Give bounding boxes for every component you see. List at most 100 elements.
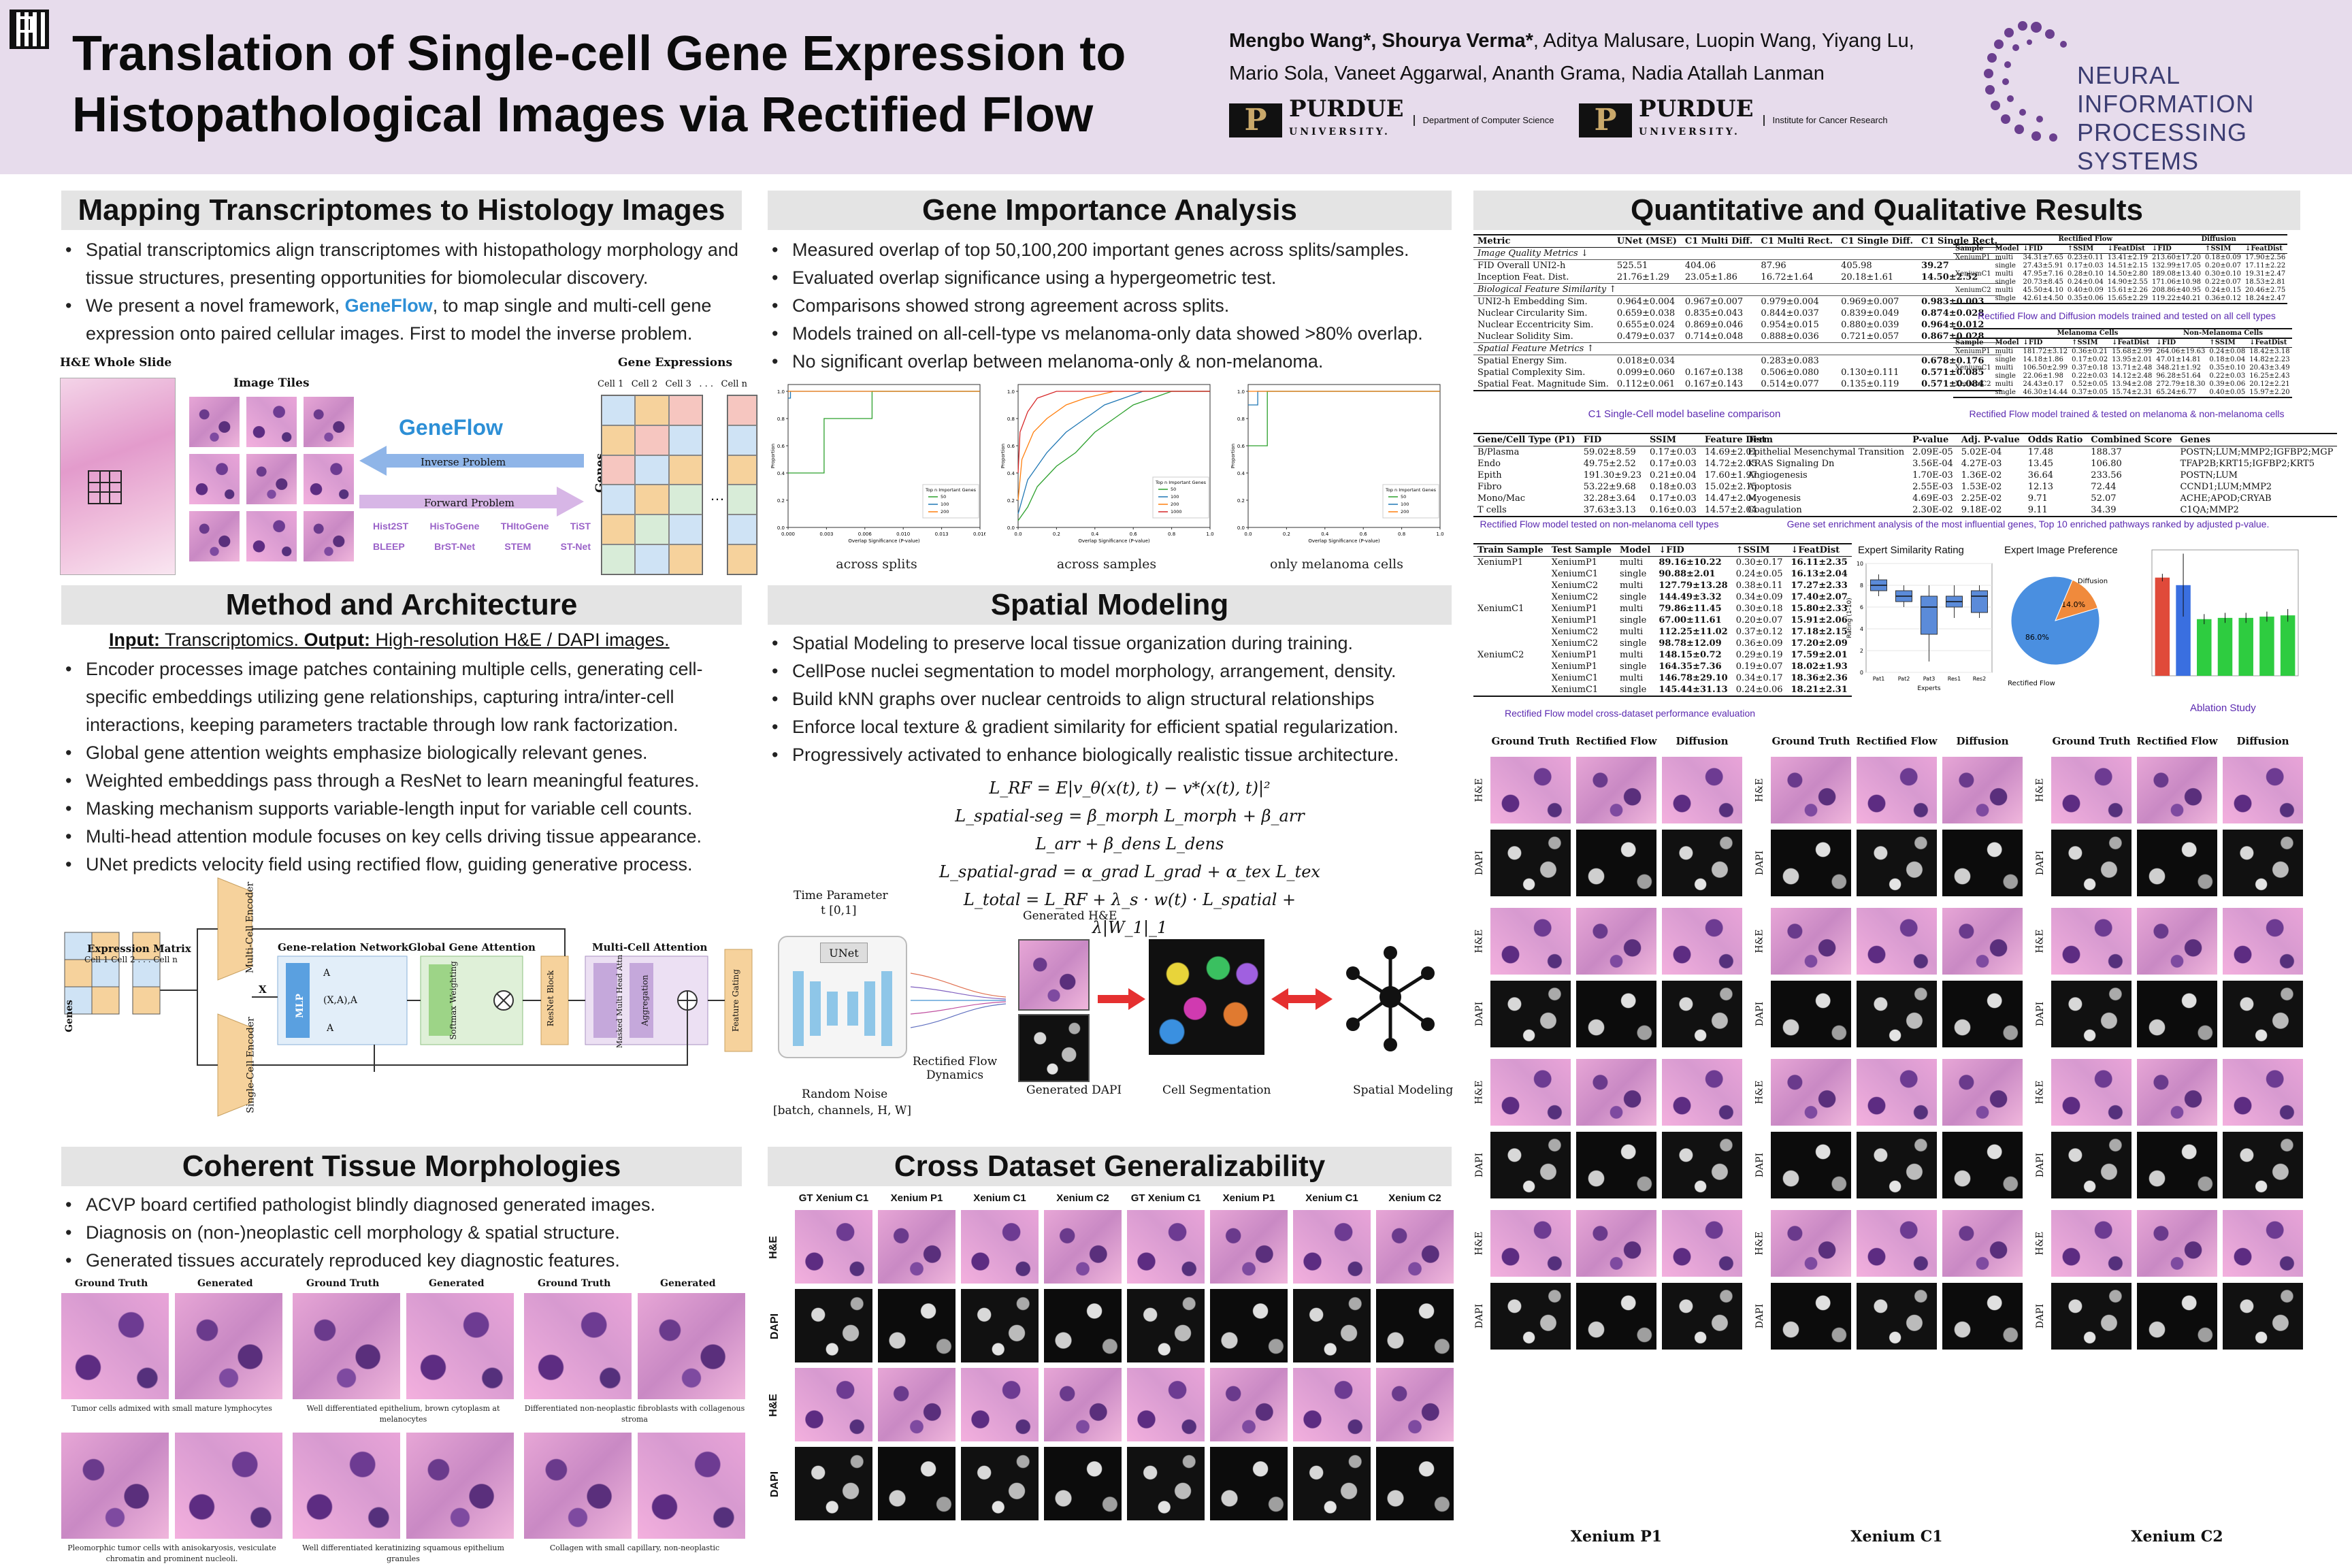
legend-box	[1152, 476, 1209, 519]
qual-tile	[1941, 979, 2024, 1049]
table-cell: 17.59±2.01	[1791, 650, 1848, 660]
ground-truth-tile	[60, 1292, 170, 1401]
qual-panel-name: Xenium C1	[1850, 1528, 1943, 1546]
qual-row-label: H&E	[2034, 1080, 2046, 1105]
x-tick-label: 0.010	[896, 532, 910, 537]
qual-tile	[1575, 906, 1658, 976]
baseline-table-caption: C1 Single-Cell model baseline comparison	[1588, 408, 1781, 420]
table-cell: XeniumC2	[1551, 592, 1599, 602]
y-tick-label: 1.0	[777, 389, 785, 395]
table-cell: 0.17±0.02	[2072, 356, 2108, 363]
table-cell: 0.167±0.143	[1680, 378, 1757, 391]
cross-tile	[1292, 1288, 1372, 1364]
table-cell: multi	[1995, 254, 2013, 261]
table-row: Epith 191.30±9.23 0.21±0.04 17.60±1.97	[1473, 470, 1770, 481]
table-cell: 0.17±0.03	[1650, 459, 1697, 469]
table-cell: 2.25E-02	[1961, 493, 2002, 504]
table-header: ↓FID	[1654, 543, 1732, 557]
table-cell: 21.76±1.29	[1616, 272, 1669, 282]
x-tick-label: 0.4	[1321, 532, 1329, 537]
table-header: ↓FID	[2021, 338, 2070, 348]
table-cell: 0.18±0.09	[2205, 254, 2241, 261]
table-cell: XeniumP1	[1551, 650, 1597, 660]
spatial-bullet: Spatial Modeling to preserve local tissu…	[768, 630, 1458, 657]
ground-truth-tile	[523, 1292, 633, 1401]
cross-tile	[1043, 1288, 1123, 1364]
y-axis-label: Proportion	[1230, 444, 1236, 468]
qual-row-label: DAPI	[1754, 1152, 1766, 1178]
qual-tile	[2221, 828, 2304, 898]
table-cell: 0.19±0.07	[1735, 662, 1783, 672]
x-tick-label: 1.0	[1436, 532, 1443, 537]
y-tick-label: 10	[1857, 561, 1863, 567]
ablation-bar	[2280, 615, 2296, 676]
table-row: UNI2-h Embedding Sim. 0.964±0.004 0.967±0.…	[1473, 296, 2002, 308]
table-cell: 17.11±2.22	[2244, 262, 2286, 270]
table-header: Odds Ratio	[2023, 433, 2087, 446]
equation-spatial-seg: L_spatial-seg = β_morph L_morph + β_arr …	[955, 806, 1305, 853]
table-group-header: Melanoma Cells	[2021, 328, 2155, 339]
table-cell: 213.60±17.20	[2152, 254, 2202, 261]
cross-tile	[1375, 1367, 1455, 1443]
qual-row-label: H&E	[1754, 1231, 1765, 1256]
qual-row-label: DAPI	[1474, 850, 1486, 876]
table-cell: single	[1995, 262, 2016, 270]
table-cell: 34.31±7.65	[2023, 254, 2063, 261]
table-cell: XeniumP1	[1551, 604, 1597, 614]
table-cell: 0.40±0.05	[2207, 389, 2248, 398]
gene-expression-grid	[601, 395, 703, 575]
table-cell: 233.56	[2091, 470, 2122, 480]
table-row: XeniumP1 multi 34.31±7.65 0.23±0.11 13.41±2.…	[1953, 254, 2287, 263]
table-cell: 148.15±0.72	[1659, 650, 1722, 660]
table-cell	[1473, 684, 1548, 697]
table-cell	[1681, 355, 1757, 368]
table-cell: 18.36±2.36	[1791, 673, 1848, 683]
gene-cell	[635, 425, 669, 455]
table-header: ↑SSIM	[2070, 338, 2110, 348]
gene-cell	[635, 455, 669, 485]
table-cell: 106.50±2.99	[2023, 364, 2068, 372]
generated-tile	[405, 1431, 515, 1540]
qual-tile	[2221, 1281, 2304, 1351]
legend-box	[922, 484, 979, 519]
qual-tile	[1575, 1130, 1658, 1200]
table-cell: 14.90±2.55	[2107, 278, 2149, 286]
table-row: XeniumP1 multi 181.72±3.12 0.36±0.21 15.68±2…	[1953, 348, 2292, 357]
table-row: Nuclear Solidity Sim. 0.479±0.037 0.714±0.…	[1473, 331, 2002, 343]
table-cell: 272.79±18.30	[2156, 380, 2206, 388]
x-tick-label: 0.8	[1168, 532, 1175, 537]
table-header: P-value	[1908, 433, 1957, 446]
qr-code-icon[interactable]	[10, 10, 49, 49]
qual-row-label: H&E	[1754, 778, 1765, 802]
purdue-p-icon: P	[1229, 103, 1282, 137]
table-header: Combined Score	[2087, 433, 2176, 446]
section-title-mapping: Mapping Transcriptomes to Histology Imag…	[61, 191, 742, 230]
table-cell: 14.51±2.15	[2107, 262, 2149, 270]
generated-tile	[405, 1292, 515, 1401]
architecture-diagram: Expression Matrix Cell 1 Cell 2 . . . Ce…	[61, 875, 762, 1126]
table-cell	[1953, 295, 1993, 304]
qual-tile	[1769, 755, 1852, 825]
qual-tile	[1661, 1209, 1744, 1278]
table-cell	[1473, 638, 1548, 649]
qual-tile	[1575, 1058, 1658, 1127]
y-tick-label: 6	[1860, 604, 1863, 610]
table-cell: 189.08±13.40	[2152, 270, 2202, 278]
mapping-bullets: Spatial transcriptomics align transcript…	[61, 236, 749, 348]
qual-tile	[1489, 1130, 1572, 1200]
table-cell: 5.02E-04	[1961, 447, 2002, 457]
forward-problem-label: Forward Problem	[424, 497, 514, 509]
table-cell: 0.17±0.03	[2067, 262, 2104, 270]
table-cell: Angiogenesis	[1748, 470, 1808, 480]
table-cell: 0.24±0.05	[1735, 569, 1783, 579]
x-axis-label: Overlap Significance (P-value)	[1308, 538, 1380, 544]
table-cell	[1953, 278, 1993, 287]
gene-cell	[668, 395, 702, 425]
y-tick-label: 0.4	[1007, 471, 1015, 476]
qual-row-label: DAPI	[1474, 1152, 1486, 1178]
qual-tile	[1941, 906, 2024, 976]
table-cell: multi	[1995, 348, 2013, 355]
table-cell: 0.36±0.09	[1735, 638, 1783, 649]
table-cell: 144.49±3.32	[1659, 592, 1722, 602]
table-cell	[1473, 580, 1548, 591]
